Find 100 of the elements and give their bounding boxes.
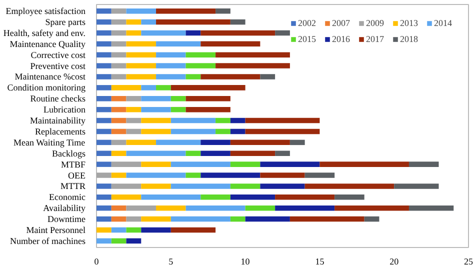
legend-label: 2002 [298, 18, 317, 28]
legend-label: 2014 [434, 18, 453, 28]
bar [334, 194, 364, 200]
x-tick-label: 5 [168, 256, 174, 266]
bar [141, 162, 171, 167]
legend-label: 2013 [400, 18, 419, 28]
bar [111, 74, 126, 80]
bar [170, 96, 186, 102]
bar [96, 162, 112, 167]
bar [96, 184, 112, 189]
bar [126, 52, 156, 58]
legend-label: 2017 [366, 34, 385, 44]
bar [216, 8, 230, 14]
bar [126, 8, 156, 14]
bar [111, 41, 126, 47]
bar [111, 227, 126, 233]
bar [334, 205, 409, 211]
bar [216, 63, 290, 68]
bar [126, 140, 156, 146]
y-tick-label: Downtime [48, 214, 86, 224]
bar [230, 150, 276, 156]
bar [111, 52, 126, 58]
bar [156, 63, 186, 68]
bar [141, 216, 171, 222]
legend-label: 2016 [332, 34, 351, 44]
y-tick-label: OEE [68, 170, 86, 180]
bar [126, 227, 142, 233]
y-tick-label: Health, safety and env. [3, 28, 86, 38]
bar [126, 150, 186, 156]
bar [170, 128, 216, 134]
bar [304, 172, 335, 178]
bar [111, 118, 126, 124]
bar [156, 19, 230, 25]
bar [126, 41, 156, 47]
bar [200, 74, 260, 80]
y-tick-label: Lubrication [44, 104, 86, 115]
x-tick-label: 10 [240, 256, 250, 266]
y-tick-label: Maintenance %cost [14, 72, 86, 82]
bar [170, 184, 230, 189]
bar [260, 74, 276, 80]
bar [126, 96, 142, 102]
bar [230, 118, 246, 124]
bar [126, 30, 142, 36]
bar [126, 205, 156, 211]
bar [230, 162, 260, 167]
x-tick-label: 0 [94, 256, 100, 266]
bar [275, 205, 335, 211]
bar [126, 63, 156, 68]
bar [290, 140, 305, 146]
bar [141, 227, 171, 233]
bar [200, 150, 230, 156]
bar [141, 30, 186, 36]
bar [96, 63, 112, 68]
bar [96, 30, 112, 36]
bar [230, 216, 246, 222]
bar [216, 52, 290, 58]
bar [170, 106, 186, 112]
y-tick-label: MTBF [60, 159, 86, 170]
bar [141, 184, 171, 189]
bar [186, 63, 216, 68]
y-tick-label: Corrective cost [30, 50, 86, 60]
bar [260, 184, 305, 189]
legend-label: 2015 [298, 34, 317, 44]
bar [156, 8, 216, 14]
x-tick-label: 20 [390, 256, 400, 266]
bar [126, 128, 142, 134]
y-tick-label: Maintenance Quality [10, 38, 86, 49]
bar [96, 8, 112, 14]
y-tick-label: Mean Waiting Time [14, 137, 86, 148]
bar [111, 184, 142, 189]
bar [290, 216, 364, 222]
x-tick-label: 15 [315, 256, 325, 266]
bar [170, 216, 230, 222]
bar [111, 96, 126, 102]
bar [216, 118, 230, 124]
bar [141, 96, 171, 102]
bar [111, 128, 126, 134]
bar [170, 162, 230, 167]
bar [245, 118, 320, 124]
bar [141, 106, 171, 112]
bar [230, 140, 290, 146]
bar [230, 194, 276, 200]
bar [156, 205, 186, 211]
bar [200, 41, 260, 47]
bar [126, 172, 186, 178]
bar [111, 172, 126, 178]
y-tick-label: Number of machines [10, 236, 86, 246]
bar [111, 19, 126, 25]
legend-label: 2007 [332, 18, 351, 28]
bar [111, 63, 126, 68]
bar [111, 106, 126, 112]
y-tick-label: Maintainability [30, 116, 86, 126]
bar [186, 205, 246, 211]
bar [141, 194, 201, 200]
bar [364, 216, 380, 222]
bar [96, 118, 112, 124]
bar [111, 8, 126, 14]
bar [304, 184, 394, 189]
y-tick-label: Condition monitoring [7, 82, 86, 93]
legend-label: 2018 [400, 34, 419, 44]
